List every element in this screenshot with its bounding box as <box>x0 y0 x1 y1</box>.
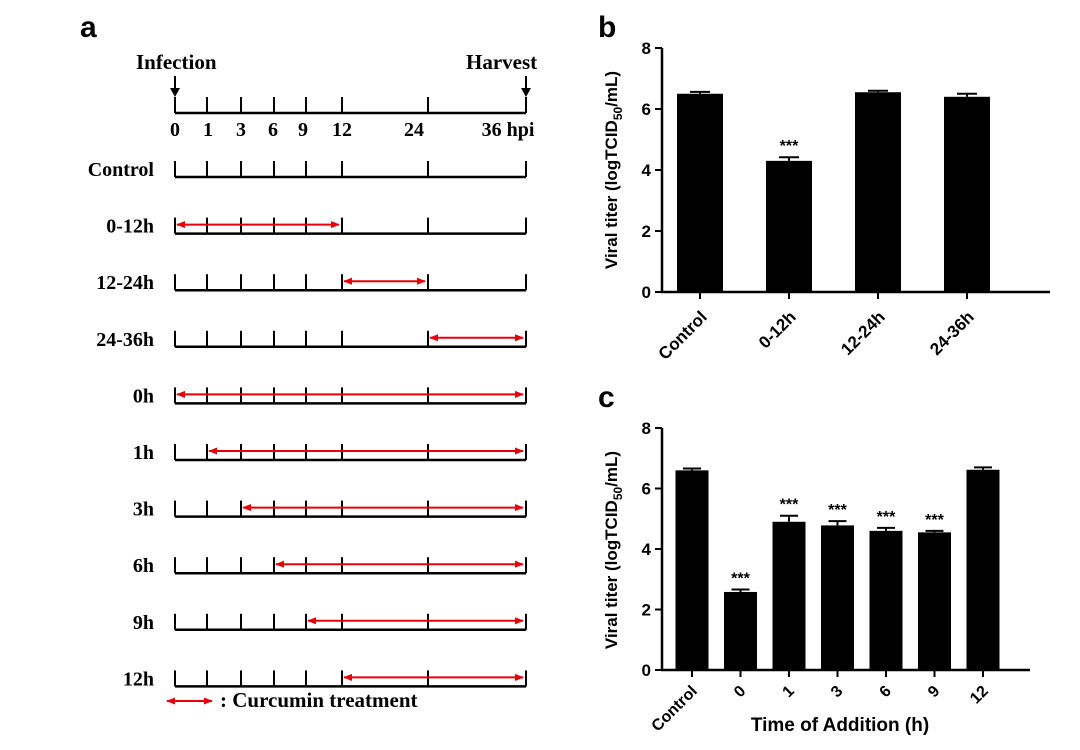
bar <box>677 93 723 292</box>
bar <box>869 530 903 670</box>
bar <box>772 521 806 670</box>
bar <box>966 469 1000 670</box>
main-timeline-tick-label: 1 <box>203 119 213 141</box>
y-tick-label: 8 <box>642 39 651 58</box>
harvest-arrow-head <box>521 88 531 97</box>
x-tick-label: Control <box>655 307 711 363</box>
row-label: 12h <box>123 668 154 690</box>
panel-c-plot: 0 2 4 6 8 Control 0 *** 1 *** 3 *** 6 *** 9 *** 12 <box>642 419 1030 735</box>
x-tick-label: 12 <box>967 683 992 708</box>
panel-b-plot: 0 2 4 6 8 Control 0-12h *** 12-24h 24-36h <box>642 39 1050 364</box>
y-tick-label: 2 <box>642 222 651 241</box>
y-tick-label: 0 <box>642 283 651 302</box>
bar <box>944 96 990 292</box>
row-label: Control <box>88 159 155 181</box>
significance-label: *** <box>925 512 944 529</box>
bar <box>918 532 951 670</box>
panel-c-chart: c Viral titer (logTCID50/mL) 0 2 4 6 8 Contro… <box>598 381 1030 736</box>
panel-c-x-axis-label: Time of Addition (h) <box>751 715 929 736</box>
x-tick-label: 24-36h <box>926 307 978 359</box>
significance-label: *** <box>731 571 750 588</box>
y-tick-label: 6 <box>642 480 651 499</box>
panel-a-timeline-diagram: 0 1 3 6 9 12 24 36 hpi Control 0-12h 12-24h 24-36h 0… <box>88 76 535 705</box>
panel-b-letter: b <box>598 11 616 44</box>
x-tick-label: 0 <box>731 683 749 701</box>
bar <box>855 92 901 292</box>
bar <box>766 160 812 292</box>
y-tick-label: 0 <box>642 661 651 680</box>
x-tick-label: 3 <box>828 683 846 701</box>
row-label: 12-24h <box>96 272 154 294</box>
x-tick-label: 9 <box>925 683 943 701</box>
row-label: 1h <box>133 442 154 464</box>
y-tick-label: 8 <box>642 419 651 438</box>
row-label: 24-36h <box>96 329 154 351</box>
row-label: 3h <box>133 499 154 521</box>
main-timeline-tick-label: 6 <box>268 119 278 141</box>
legend-label: : Curcumin treatment <box>220 688 418 712</box>
x-tick-label: Control <box>649 683 701 735</box>
row-label: 0-12h <box>106 216 154 238</box>
row-label: 6h <box>133 555 154 577</box>
main-timeline-tick-label: 24 <box>404 119 424 141</box>
significance-label: *** <box>780 497 799 514</box>
significance-label: *** <box>780 138 799 155</box>
main-timeline-tick-label: 3 <box>236 119 246 141</box>
panel-c-y-axis-label: Viral titer (logTCID50/mL) <box>602 451 625 649</box>
y-tick-label: 4 <box>642 540 652 559</box>
x-tick-label: 0-12h <box>755 307 800 352</box>
panel-c-letter: c <box>598 381 615 414</box>
x-tick-label: 12-24h <box>837 307 889 359</box>
main-timeline-tick-label: 9 <box>298 119 308 141</box>
bar <box>821 525 854 670</box>
y-tick-label: 4 <box>642 161 652 180</box>
panel-a-letter: a <box>80 11 97 44</box>
significance-label: *** <box>828 502 847 519</box>
infection-arrow-head <box>170 88 180 97</box>
row-label: 9h <box>133 612 154 634</box>
panel-b-chart: b Viral titer (logTCID50/mL) 0 2 4 6 8 Contro… <box>598 11 1050 364</box>
panel-b-y-axis-label: Viral titer (logTCID50/mL) <box>602 71 625 269</box>
bar <box>675 470 709 670</box>
bar <box>724 591 757 670</box>
infection-label: Infection <box>136 50 217 74</box>
main-timeline-tick-label: 36 hpi <box>482 119 535 141</box>
main-timeline-tick-label: 0 <box>170 119 180 141</box>
significance-label: *** <box>877 509 896 526</box>
harvest-label: Harvest <box>466 50 537 74</box>
main-timeline-tick-label: 12 <box>332 119 352 141</box>
y-tick-label: 2 <box>642 601 651 620</box>
row-label: 0h <box>133 385 154 407</box>
x-tick-label: 1 <box>780 683 798 701</box>
x-tick-label: 6 <box>877 683 895 701</box>
y-tick-label: 6 <box>642 100 651 119</box>
